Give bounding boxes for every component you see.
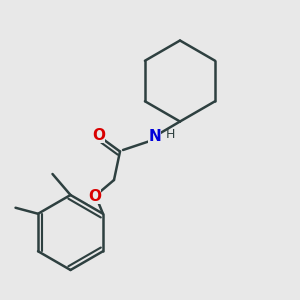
Text: H: H	[165, 128, 175, 141]
Text: O: O	[88, 189, 101, 204]
Text: O: O	[92, 128, 106, 142]
Text: N: N	[148, 129, 161, 144]
